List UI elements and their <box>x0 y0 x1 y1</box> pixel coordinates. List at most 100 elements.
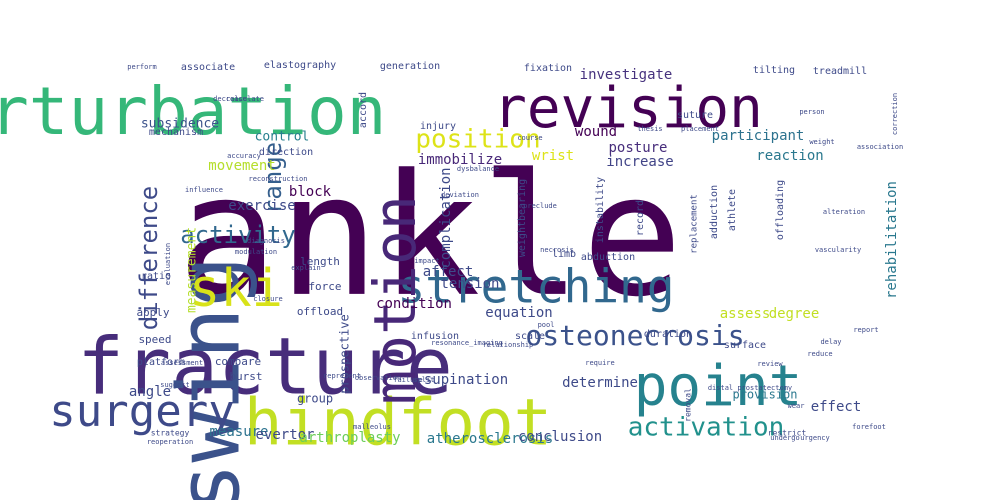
cloud-word: subsidence <box>141 117 219 132</box>
cloud-word: point <box>634 354 803 419</box>
cloud-word: platform <box>137 357 185 368</box>
cloud-word: limb <box>552 249 576 260</box>
cloud-word: perform <box>127 63 157 71</box>
cloud-word: adduction <box>709 185 720 239</box>
cloud-word: strategy <box>151 429 190 438</box>
cloud-word: compare <box>215 355 261 368</box>
cloud-word: correction <box>891 93 899 135</box>
cloud-word: rehabilitation <box>884 181 900 299</box>
cloud-word: reconstruction <box>248 175 307 183</box>
cloud-word: report <box>853 326 878 334</box>
cloud-word: length <box>300 255 340 268</box>
cloud-word: activation <box>628 413 785 443</box>
cloud-word: determine <box>562 375 638 391</box>
cloud-word: condition <box>376 296 452 312</box>
cloud-word: suture <box>677 110 713 121</box>
cloud-word: apply <box>136 306 169 319</box>
cloud-word: weightbearing <box>517 179 528 257</box>
cloud-word: calculate <box>226 95 264 103</box>
cloud-word: tilting <box>753 65 795 76</box>
cloud-word: stretching <box>398 260 675 314</box>
cloud-word: fixation <box>524 63 572 74</box>
cloud-word: direction <box>259 147 313 158</box>
cloud-word: associate <box>181 62 235 73</box>
cloud-word: infusion <box>411 331 459 342</box>
cloud-word: modulation <box>235 248 277 256</box>
cloud-word: wound <box>575 124 617 140</box>
cloud-word: failure <box>393 376 423 384</box>
cloud-word: alteration <box>823 208 865 216</box>
cloud-word: pool <box>538 321 555 329</box>
cloud-word: athlete <box>727 189 738 231</box>
cloud-word: injury <box>420 121 456 132</box>
cloud-word: activity <box>180 221 296 249</box>
cloud-word: split <box>413 376 434 384</box>
cloud-word: represent <box>323 372 361 380</box>
cloud-word: decrease <box>213 95 247 103</box>
cloud-word: accord <box>358 92 369 128</box>
cloud-word: record <box>635 200 646 236</box>
cloud-word: removal <box>684 388 693 422</box>
cloud-word: affect <box>423 264 474 280</box>
cloud-word: vascularity <box>815 246 861 254</box>
cloud-word: dysbalance <box>457 165 499 173</box>
cloud-word: weight <box>809 138 834 146</box>
cloud-word: evaluation <box>164 243 172 285</box>
cloud-word: resonance_imaging <box>431 339 503 347</box>
cloud-word: participant <box>712 128 805 144</box>
cloud-word: immobilize <box>418 152 502 168</box>
cloud-word: hindfoot <box>244 387 552 461</box>
cloud-word: prospective <box>338 314 352 393</box>
cloud-word: preclude <box>523 202 557 210</box>
cloud-word: block <box>289 184 332 200</box>
cloud-word: malleolus <box>353 423 391 431</box>
cloud-word: motion <box>361 195 429 405</box>
cloud-word: impact <box>414 257 439 265</box>
cloud-word: atherosclerosis <box>427 431 553 447</box>
cloud-word: suggest <box>160 381 190 389</box>
cloud-word: influence <box>185 186 223 194</box>
cloud-word: supination <box>424 372 508 388</box>
cloud-word: wear <box>788 402 805 410</box>
cloud-word: posture <box>608 140 667 156</box>
cloud-word: degree <box>769 306 820 322</box>
cloud-word: abduction <box>581 252 635 263</box>
cloud-word: elastography <box>264 60 336 71</box>
cloud-word: ratio <box>141 271 171 282</box>
cloud-word: evertor <box>255 427 314 443</box>
cloud-word: delay <box>820 338 841 346</box>
cloud-word: necrosis <box>540 246 574 254</box>
cloud-word: restrict <box>768 429 807 438</box>
cloud-word: increase <box>606 154 673 170</box>
cloud-word: surgery <box>49 386 234 437</box>
cloud-word: duration <box>644 329 692 340</box>
cloud-word: instability <box>595 177 606 243</box>
cloud-word: generation <box>380 61 440 72</box>
cloud-word: association <box>857 143 903 151</box>
cloud-word: osteonecrosis <box>525 319 744 352</box>
cloud-word: revision <box>493 76 763 141</box>
cloud-word: distal_prostatectomy <box>708 384 792 392</box>
cloud-word: reduce <box>807 350 832 358</box>
cloud-word: complication <box>438 167 454 268</box>
cloud-word: fracture <box>77 322 453 412</box>
cloud-word: conclusion <box>518 429 602 445</box>
cloud-word: deviation <box>441 191 479 199</box>
cloud-word: provision <box>732 388 797 402</box>
cloud-word: group <box>297 392 333 406</box>
cloud-word: treadmill <box>813 66 867 77</box>
cloud-word: ankle <box>177 138 683 334</box>
cloud-word: force <box>308 280 341 293</box>
cloud-word: speed <box>138 333 171 346</box>
cloud-word: urgency <box>800 434 830 442</box>
cloud-word: assessment <box>161 359 203 367</box>
cloud-word: perturbation <box>0 73 386 150</box>
cloud-word: difference <box>135 186 163 331</box>
cloud-word: forefoot <box>852 423 886 431</box>
cloud-word: exercise <box>228 198 295 214</box>
cloud-word: control <box>255 130 310 145</box>
cloud-word: offload <box>297 305 343 318</box>
cloud-word: offloading <box>775 180 786 240</box>
cloud-word: course <box>517 134 542 142</box>
